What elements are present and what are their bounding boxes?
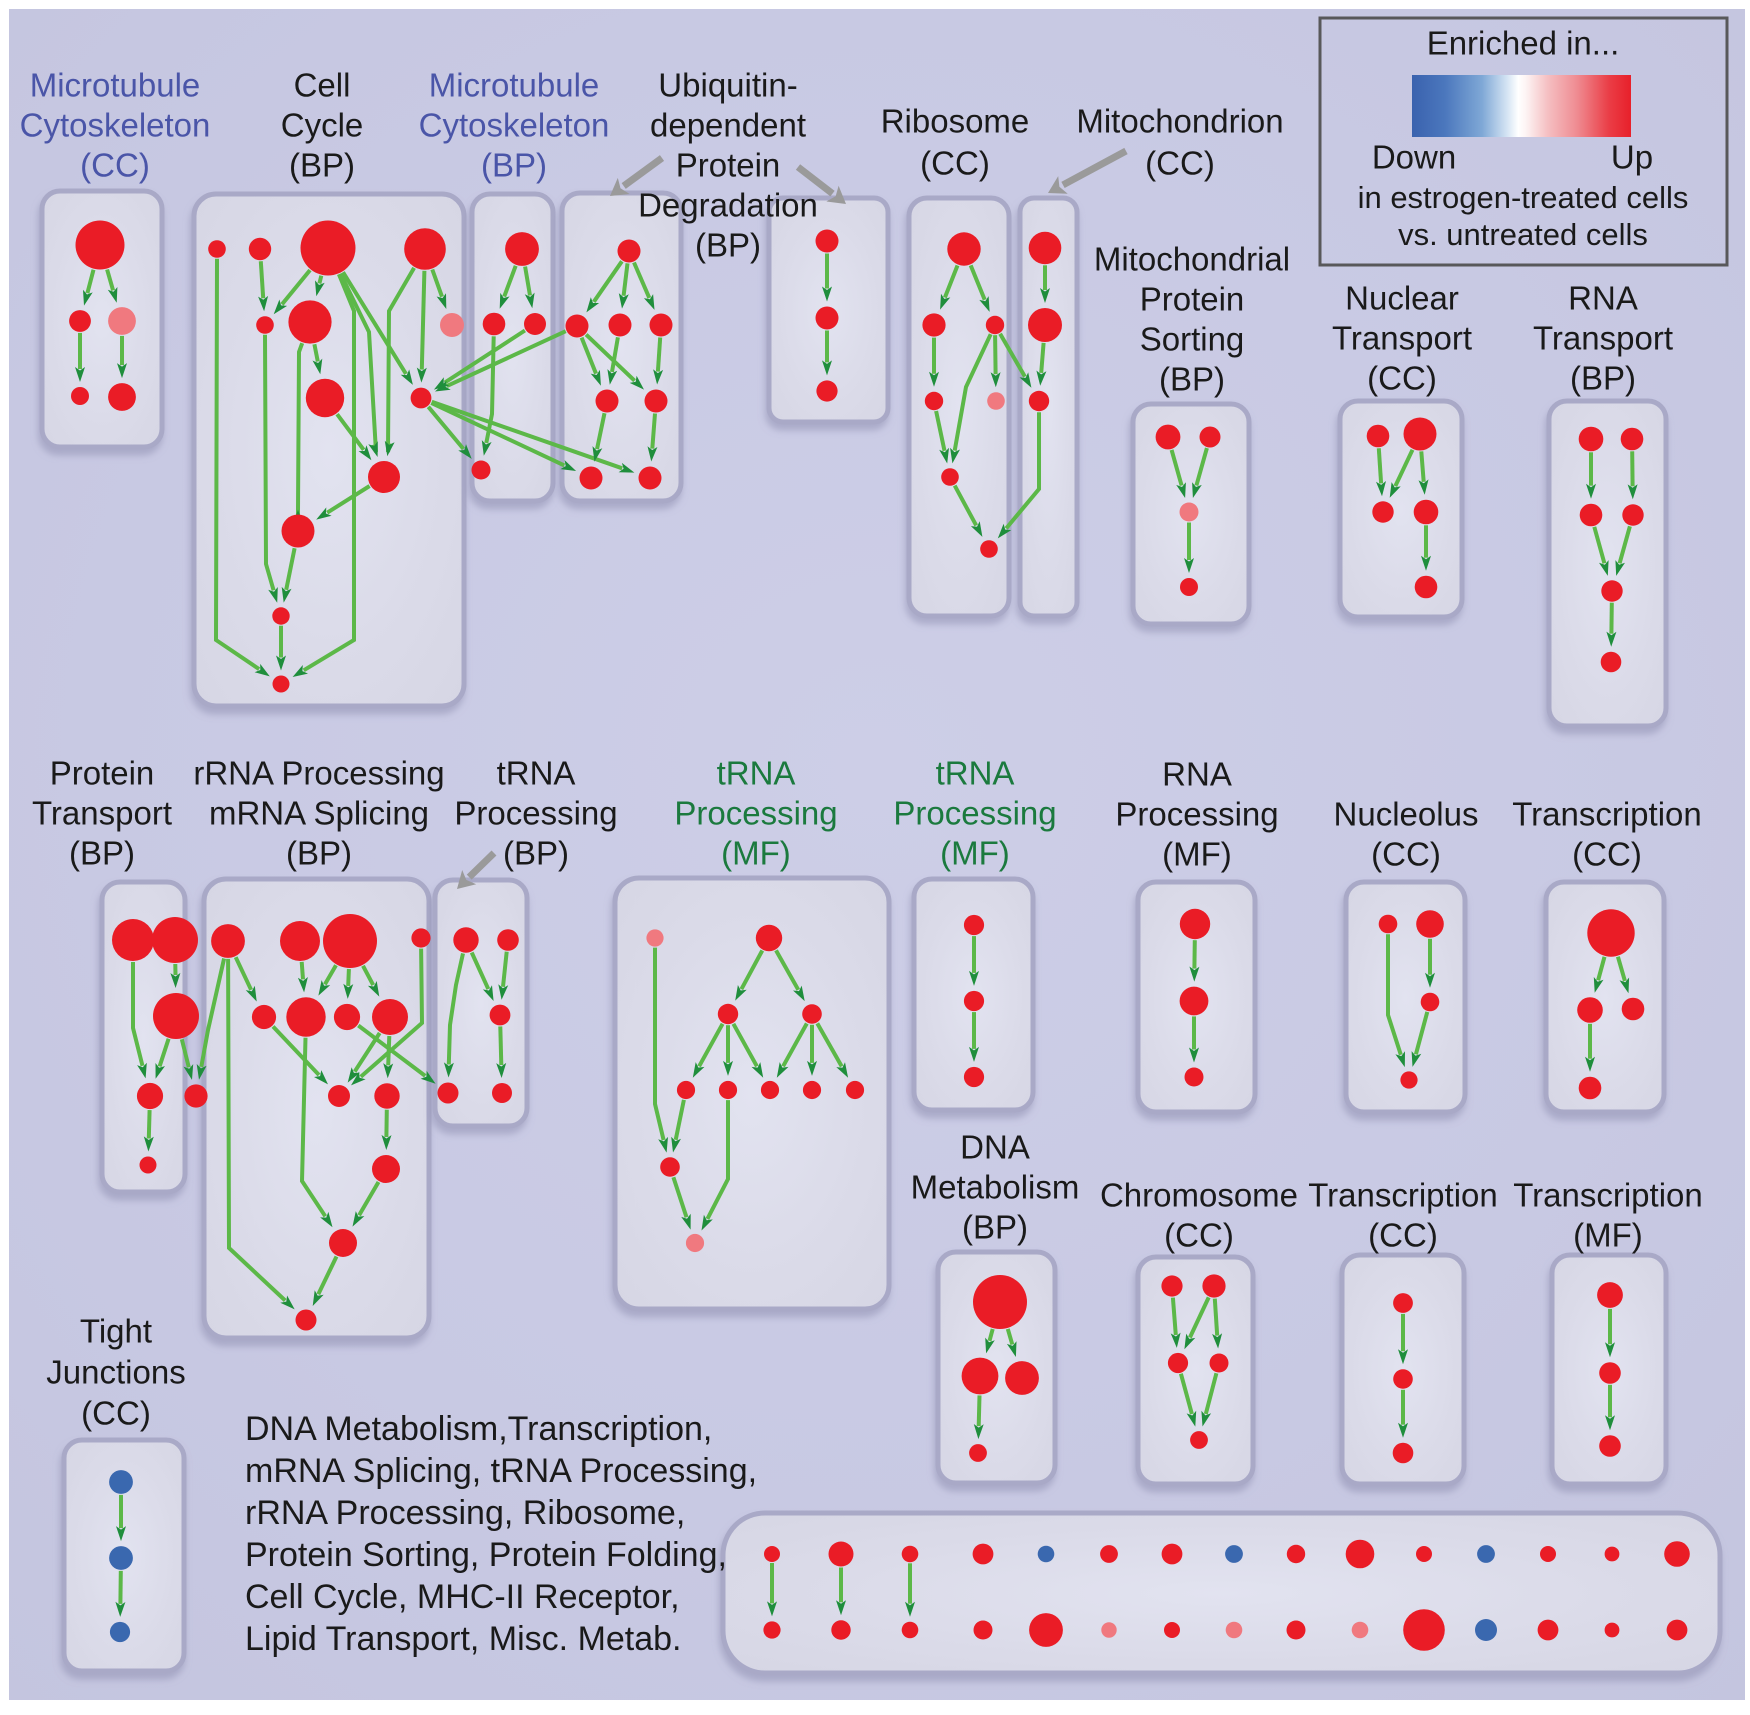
svg-text:mRNA Splicing, tRNA Processing: mRNA Splicing, tRNA Processing, bbox=[245, 1452, 757, 1490]
svg-text:Lipid Transport, Misc. Metab.: Lipid Transport, Misc. Metab. bbox=[245, 1620, 682, 1658]
svg-text:Down: Down bbox=[1372, 139, 1456, 176]
svg-text:(BP): (BP) bbox=[1159, 361, 1225, 398]
svg-text:Cytoskeleton: Cytoskeleton bbox=[20, 107, 211, 144]
svg-text:Ribosome: Ribosome bbox=[881, 103, 1030, 140]
svg-text:Transcription: Transcription bbox=[1513, 1177, 1703, 1214]
svg-text:(CC): (CC) bbox=[920, 145, 990, 182]
svg-text:Ubiquitin-: Ubiquitin- bbox=[658, 67, 797, 104]
svg-text:Transport: Transport bbox=[1332, 320, 1472, 357]
svg-text:Cytoskeleton: Cytoskeleton bbox=[419, 107, 610, 144]
svg-text:(CC): (CC) bbox=[1145, 145, 1215, 182]
svg-text:rRNA Processing, Ribosome,: rRNA Processing, Ribosome, bbox=[245, 1494, 685, 1532]
svg-text:Enriched in...: Enriched in... bbox=[1427, 25, 1620, 62]
svg-text:Junctions: Junctions bbox=[46, 1354, 185, 1391]
svg-text:(MF): (MF) bbox=[1162, 836, 1232, 873]
svg-text:Sorting: Sorting bbox=[1140, 321, 1245, 358]
svg-text:Chromosome: Chromosome bbox=[1100, 1177, 1298, 1214]
svg-text:(MF): (MF) bbox=[1573, 1217, 1643, 1254]
svg-text:Transcription: Transcription bbox=[1512, 796, 1702, 833]
svg-text:mRNA Splicing: mRNA Splicing bbox=[209, 795, 429, 832]
svg-text:(CC): (CC) bbox=[1164, 1217, 1234, 1254]
svg-text:RNA: RNA bbox=[1162, 756, 1232, 793]
svg-text:(BP): (BP) bbox=[962, 1209, 1028, 1246]
svg-text:Mitochondrion: Mitochondrion bbox=[1076, 103, 1283, 140]
svg-text:Transport: Transport bbox=[1533, 320, 1673, 357]
svg-text:RNA: RNA bbox=[1568, 280, 1638, 317]
svg-text:Metabolism: Metabolism bbox=[911, 1169, 1080, 1206]
svg-text:Transcription: Transcription bbox=[1308, 1177, 1498, 1214]
svg-text:dependent: dependent bbox=[650, 107, 806, 144]
svg-text:DNA: DNA bbox=[960, 1129, 1030, 1166]
svg-text:Cell Cycle, MHC-II Receptor,: Cell Cycle, MHC-II Receptor, bbox=[245, 1578, 680, 1616]
svg-text:(CC): (CC) bbox=[80, 147, 150, 184]
svg-text:(BP): (BP) bbox=[695, 227, 761, 264]
svg-text:(MF): (MF) bbox=[721, 835, 791, 872]
svg-text:(CC): (CC) bbox=[1371, 836, 1441, 873]
svg-text:(CC): (CC) bbox=[1367, 360, 1437, 397]
svg-text:Protein Sorting, Protein Foldi: Protein Sorting, Protein Folding, bbox=[245, 1536, 727, 1574]
svg-text:(CC): (CC) bbox=[81, 1395, 151, 1432]
svg-text:Processing: Processing bbox=[1115, 796, 1278, 833]
svg-text:Protein: Protein bbox=[50, 755, 155, 792]
svg-text:Cell: Cell bbox=[294, 67, 351, 104]
svg-text:(BP): (BP) bbox=[1570, 360, 1636, 397]
svg-text:(BP): (BP) bbox=[289, 147, 355, 184]
svg-text:in estrogen-treated cells: in estrogen-treated cells bbox=[1358, 180, 1689, 215]
svg-text:(CC): (CC) bbox=[1572, 836, 1642, 873]
svg-text:Microtubule: Microtubule bbox=[30, 67, 201, 104]
svg-text:Mitochondrial: Mitochondrial bbox=[1094, 241, 1290, 278]
svg-text:Tight: Tight bbox=[80, 1313, 152, 1350]
svg-text:tRNA: tRNA bbox=[717, 755, 796, 792]
svg-text:Processing: Processing bbox=[674, 795, 837, 832]
svg-text:Nucleolus: Nucleolus bbox=[1334, 796, 1479, 833]
svg-text:(BP): (BP) bbox=[481, 147, 547, 184]
svg-text:rRNA Processing: rRNA Processing bbox=[193, 755, 444, 792]
svg-text:Processing: Processing bbox=[893, 795, 1056, 832]
svg-text:tRNA: tRNA bbox=[497, 755, 576, 792]
svg-text:DNA Metabolism,Transcription,: DNA Metabolism,Transcription, bbox=[245, 1410, 712, 1448]
svg-text:Microtubule: Microtubule bbox=[429, 67, 600, 104]
svg-text:(CC): (CC) bbox=[1368, 1217, 1438, 1254]
svg-text:Processing: Processing bbox=[454, 795, 617, 832]
svg-text:(BP): (BP) bbox=[286, 835, 352, 872]
svg-text:vs. untreated cells: vs. untreated cells bbox=[1398, 217, 1648, 252]
svg-text:Protein: Protein bbox=[1140, 281, 1245, 318]
svg-text:(MF): (MF) bbox=[940, 835, 1010, 872]
svg-text:Transport: Transport bbox=[32, 795, 172, 832]
svg-text:Nuclear: Nuclear bbox=[1345, 280, 1459, 317]
svg-text:(BP): (BP) bbox=[503, 835, 569, 872]
svg-text:Protein: Protein bbox=[676, 147, 781, 184]
svg-text:Cycle: Cycle bbox=[281, 107, 364, 144]
svg-text:Up: Up bbox=[1611, 139, 1653, 176]
svg-text:(BP): (BP) bbox=[69, 835, 135, 872]
svg-text:tRNA: tRNA bbox=[936, 755, 1015, 792]
svg-text:Degradation: Degradation bbox=[638, 187, 818, 224]
